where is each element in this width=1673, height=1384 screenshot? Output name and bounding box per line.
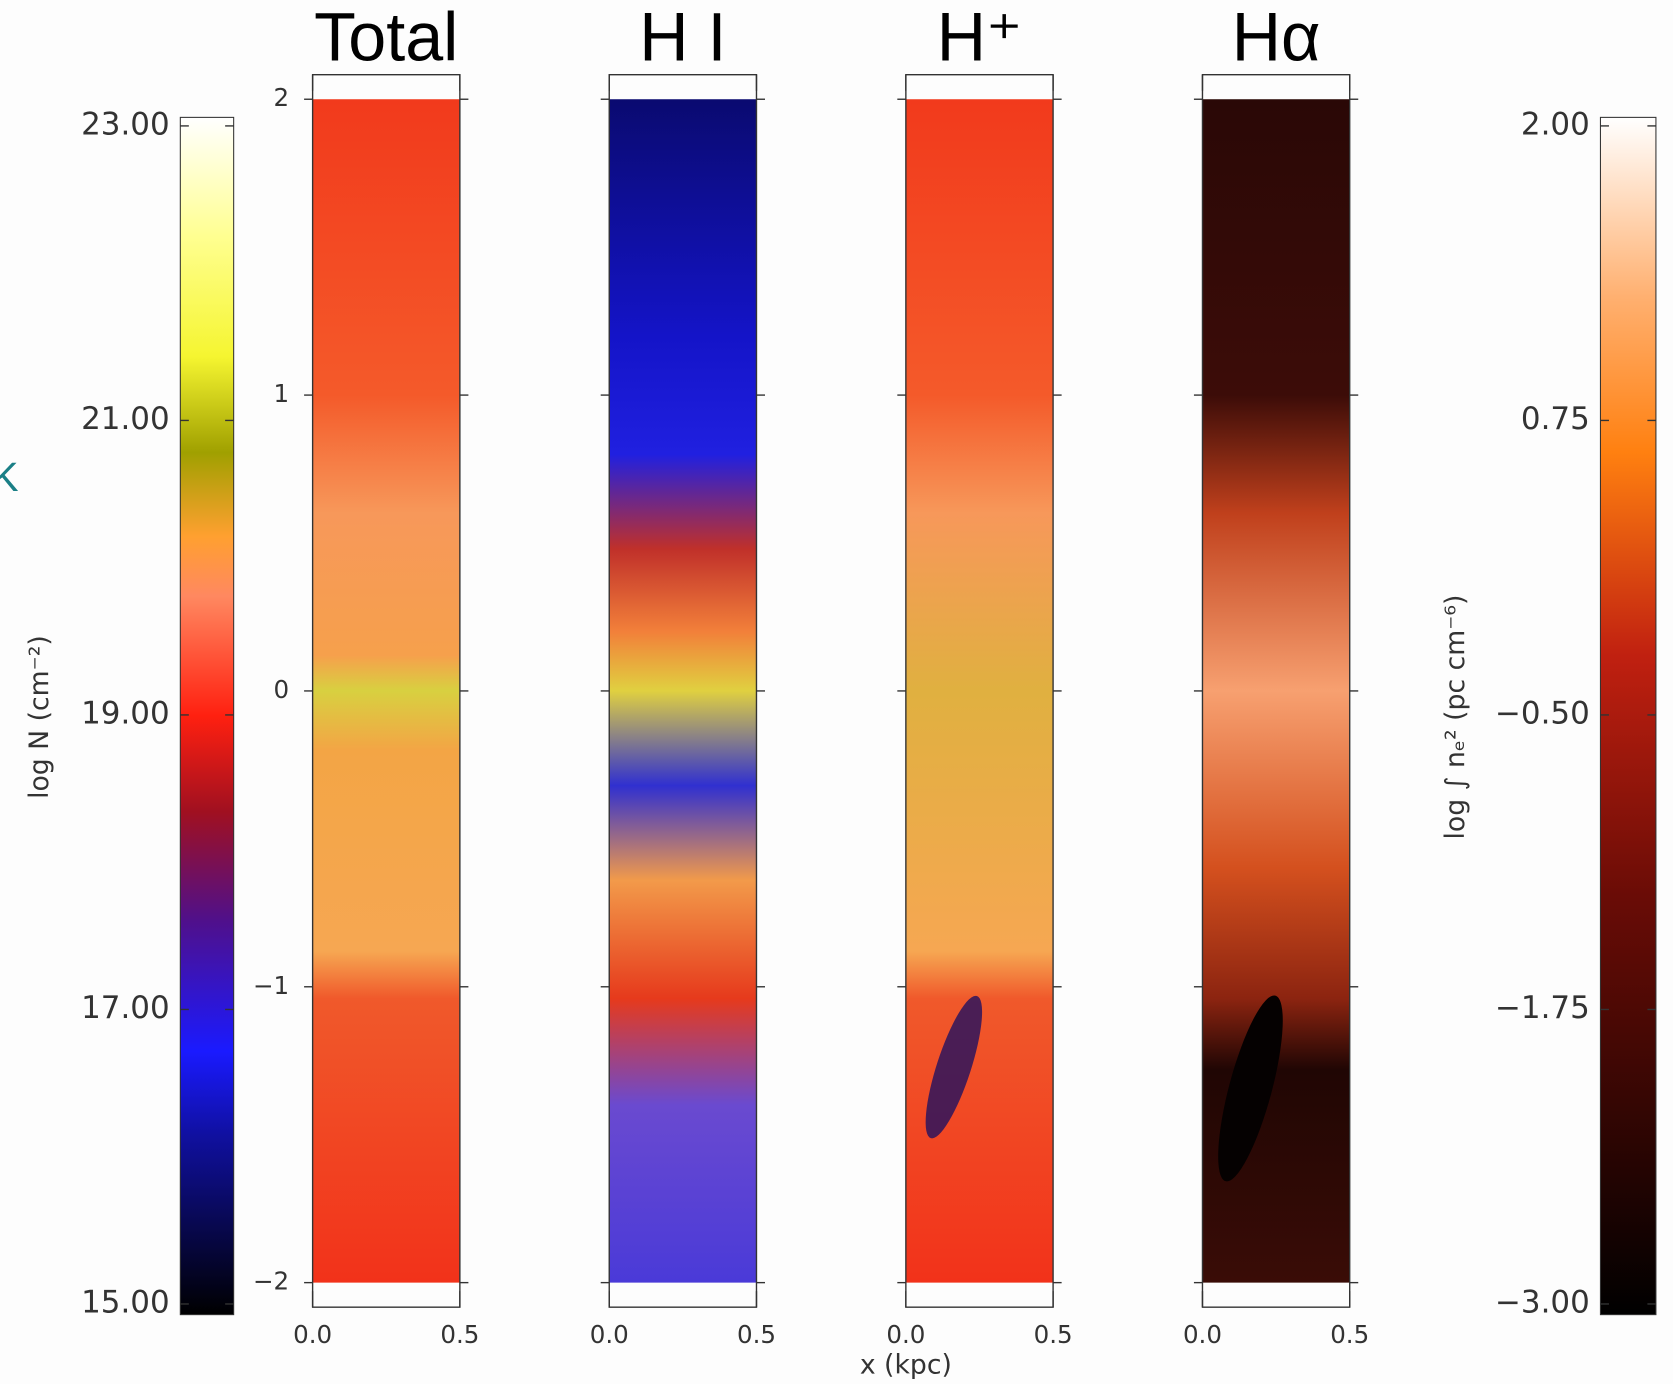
colorbar-tick-label: 19.00 (81, 695, 170, 731)
x-tick-label: 0.5 (1330, 1320, 1369, 1349)
image (312, 99, 460, 1283)
colorbar-tick-label: 23.00 (81, 106, 170, 142)
colorbar-tick-label: 17.00 (81, 990, 170, 1026)
panel-title: H I (639, 0, 726, 76)
y-tick-label: −2 (253, 1267, 289, 1296)
image (1202, 99, 1350, 1283)
colorbar-tick-label: 15.00 (81, 1284, 170, 1320)
colorbar-tick-label: −0.50 (1495, 695, 1590, 731)
y-tick-label: −1 (253, 971, 289, 1000)
x-tick-label: 0.5 (737, 1320, 776, 1349)
x-tick-label: 0.0 (293, 1320, 332, 1349)
panel-title: Total (314, 0, 458, 76)
image-feature (925, 995, 983, 1139)
colorbar-tick-label: 2.00 (1521, 106, 1590, 142)
x-tick-label: 0.5 (440, 1320, 479, 1349)
image-feature (1218, 995, 1283, 1182)
panel-title: Hα (1232, 0, 1321, 76)
x-tick-label: 0.0 (1183, 1320, 1222, 1349)
panel-title: H⁺ (937, 0, 1022, 76)
x-tick-label: 0.5 (1034, 1320, 1073, 1349)
colorbar-label: log ∫ nₑ² (pc cm⁻⁶) (1440, 595, 1471, 840)
y-tick-label: 1 (274, 379, 290, 408)
colorbar-tick-label: 0.75 (1521, 401, 1590, 437)
cropped-text: I (0, 114, 1, 178)
cropped-text: K (0, 454, 19, 500)
colorbar-label: log N (cm⁻²) (24, 635, 55, 799)
image (609, 99, 757, 1283)
colorbar-tick-label: −3.00 (1495, 1284, 1590, 1320)
colorbar (179, 116, 235, 1316)
image (905, 99, 1054, 1283)
x-tick-label: 0.0 (886, 1320, 925, 1349)
y-tick-label: 0 (274, 675, 290, 704)
colorbar-tick-label: −1.75 (1495, 990, 1590, 1026)
y-tick-label: 2 (274, 83, 290, 112)
colorbar (1599, 116, 1657, 1316)
x-tick-label: 0.0 (590, 1320, 629, 1349)
x-axis-label: x (kpc) (860, 1349, 952, 1380)
colorbar-tick-label: 21.00 (81, 401, 170, 437)
